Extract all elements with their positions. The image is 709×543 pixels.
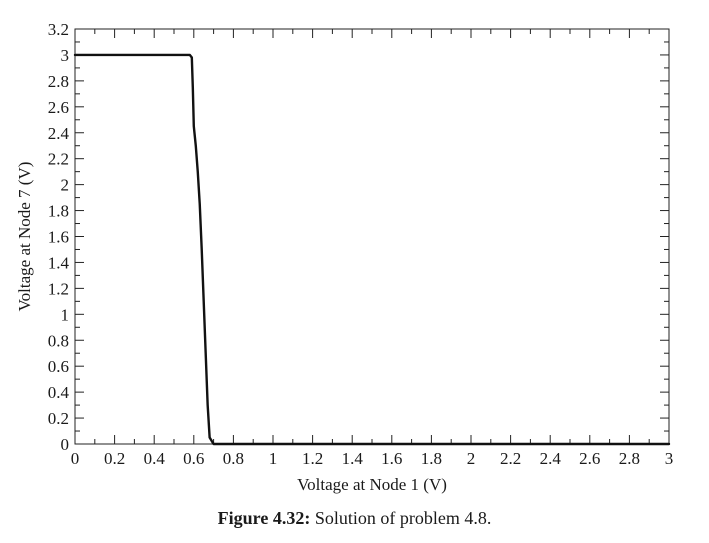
y-tick-label: 2 (61, 176, 70, 195)
figure-caption-label: Figure 4.32: (217, 508, 311, 528)
y-tick-label: 2.8 (48, 72, 69, 91)
plot-frame (74, 28, 670, 445)
figure-caption: Figure 4.32: Solution of problem 4.8. (0, 508, 709, 529)
x-tick-label: 0 (71, 449, 80, 468)
x-tick-label: 2.4 (540, 449, 562, 468)
y-tick-label: 1.4 (48, 253, 70, 272)
y-tick-label: 1.6 (48, 228, 69, 247)
x-tick-label: 2.6 (579, 449, 600, 468)
x-tick-label: 1.4 (342, 449, 364, 468)
y-tick-label: 3 (61, 46, 70, 65)
chart-svg: 0 0.2 0.4 0.6 0.8 1 1.2 1.4 1.6 1.8 2 2.2 2.4 2.6 2.8 3… (15, 20, 674, 494)
y-tick-label: 2.6 (48, 98, 69, 117)
tick-label-layer: 0 0.2 0.4 0.6 0.8 1 1.2 1.4 1.6 1.8 2 2.2 2.4 2.6 2.8 3… (48, 20, 674, 468)
series-layer (73, 53, 671, 446)
y-tick-label: 1.2 (48, 279, 69, 298)
x-tick-label: 1 (269, 449, 278, 468)
y-tick-label: 1 (61, 305, 70, 324)
y-axis-title: Voltage at Node 7 (V) (15, 162, 34, 312)
figure-caption-text: Solution of problem 4.8. (314, 508, 492, 528)
tick-layer (74, 28, 670, 445)
x-tick-label: 0.6 (183, 449, 204, 468)
x-axis-title: Voltage at Node 1 (V) (297, 475, 447, 494)
x-tick-label: 0.8 (223, 449, 244, 468)
y-tick-label: 0 (61, 435, 70, 454)
x-tick-label: 1.8 (421, 449, 442, 468)
x-tick-label: 2.2 (500, 449, 521, 468)
x-tick-label: 2 (467, 449, 476, 468)
x-tick-label: 0.2 (104, 449, 125, 468)
y-tick-label: 0.2 (48, 409, 69, 428)
plot-frame-layer (74, 28, 670, 445)
y-tick-label: 1.8 (48, 202, 69, 221)
x-tick-label: 0.4 (144, 449, 166, 468)
series-line (73, 53, 671, 446)
y-tick-label: 2.2 (48, 150, 69, 169)
y-tick-label: 0.6 (48, 357, 69, 376)
x-tick-label: 3 (665, 449, 674, 468)
y-tick-label: 0.8 (48, 331, 69, 350)
x-tick-label: 1.2 (302, 449, 323, 468)
x-tick-label: 1.6 (381, 449, 402, 468)
x-tick-label: 2.8 (619, 449, 640, 468)
y-tick-label: 2.4 (48, 124, 70, 143)
y-tick-label: 3.2 (48, 20, 69, 39)
y-tick-label: 0.4 (48, 383, 70, 402)
